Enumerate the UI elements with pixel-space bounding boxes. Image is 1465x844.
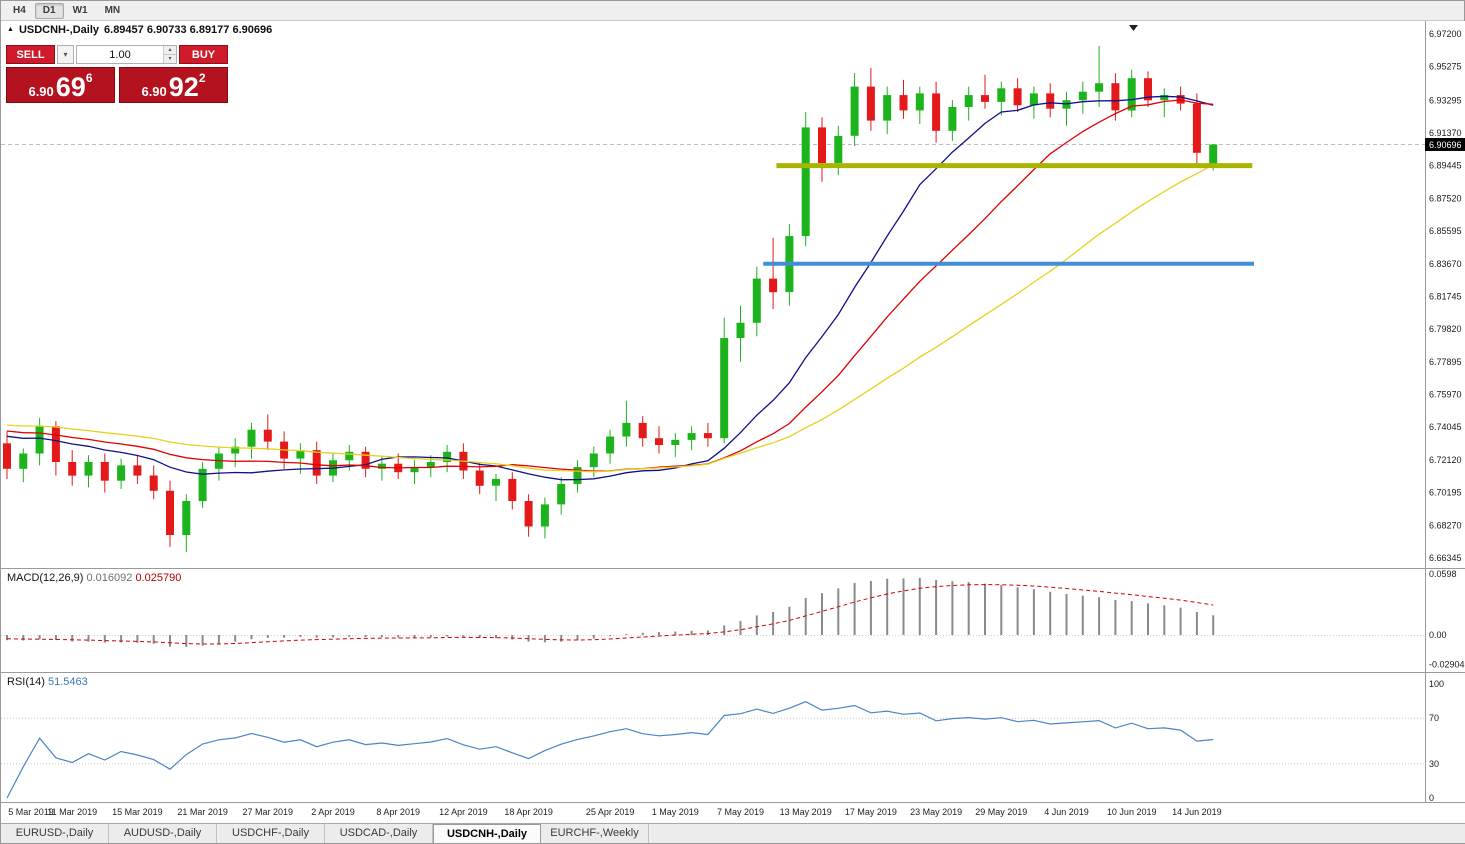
price-scale[interactable]: 6.97200 6.95275 6.93295 6.91370 6.89445 6.875… [1425, 21, 1465, 803]
rsi-name: RSI(14) [7, 676, 45, 688]
sell-button[interactable]: SELL [6, 45, 55, 64]
pane-separators[interactable] [1, 568, 1465, 803]
chart-symbol-label: USDCNH-,Daily [18, 24, 100, 36]
svg-text:6.81745: 6.81745 [1429, 292, 1462, 302]
chart-canvas[interactable]: 6.97200 6.95275 6.93295 6.91370 6.89445 6.875… [1, 21, 1465, 825]
one-click-trading-panel: SELL ▾ ▴ ▾ BUY 6.90 69 6 6.9 [6, 45, 228, 103]
macd-indicator-label: MACD(12,26,9) 0.016092 0.025790 [7, 572, 181, 584]
svg-text:14 Jun 2019: 14 Jun 2019 [1172, 807, 1222, 817]
svg-text:23 May 2019: 23 May 2019 [910, 807, 962, 817]
svg-text:6.87520: 6.87520 [1429, 193, 1462, 203]
volume-increase-button[interactable]: ▴ [164, 46, 176, 54]
buy-price-pip: 2 [198, 71, 206, 85]
svg-text:10 Jun 2019: 10 Jun 2019 [1107, 807, 1157, 817]
svg-text:30: 30 [1429, 759, 1439, 769]
svg-text:17 May 2019: 17 May 2019 [845, 807, 897, 817]
volume-stepper: ▴ ▾ [163, 46, 176, 63]
tab-audusd-daily[interactable]: AUDUSD-,Daily [109, 824, 217, 843]
macd-pane [1, 577, 1425, 647]
svg-text:6.74045: 6.74045 [1429, 422, 1462, 432]
svg-text:70: 70 [1429, 713, 1439, 723]
order-options-dropdown[interactable]: ▾ [57, 45, 74, 64]
svg-text:12 Apr 2019: 12 Apr 2019 [439, 807, 488, 817]
svg-text:-0.029049: -0.029049 [1429, 660, 1465, 670]
buy-price-tile[interactable]: 6.90 92 2 [119, 67, 228, 103]
buy-button[interactable]: BUY [179, 45, 228, 64]
chart-window[interactable]: 6.97200 6.95275 6.93295 6.91370 6.89445 6.875… [1, 21, 1465, 825]
timeframe-button-mn[interactable]: MN [97, 3, 129, 19]
svg-text:6.83670: 6.83670 [1429, 259, 1462, 269]
svg-text:6.68270: 6.68270 [1429, 520, 1462, 530]
tab-usdchf-daily[interactable]: USDCHF-,Daily [217, 824, 325, 843]
rsi-indicator-label: RSI(14) 51.5463 [7, 676, 88, 688]
chart-header: ▲ USDCNH-,Daily 6.89457 6.90733 6.89177 … [7, 24, 272, 36]
svg-text:21 Mar 2019: 21 Mar 2019 [177, 807, 228, 817]
svg-text:8 Apr 2019: 8 Apr 2019 [376, 807, 420, 817]
tab-eurusd-daily[interactable]: EURUSD-,Daily [1, 824, 109, 843]
svg-text:0.0598: 0.0598 [1429, 569, 1457, 579]
svg-text:6.97200: 6.97200 [1429, 29, 1462, 39]
tab-eurchf-weekly[interactable]: EURCHF-,Weekly [541, 824, 649, 843]
tab-usdcnh-daily[interactable]: USDCNH-,Daily [433, 824, 541, 843]
tab-usdcad-daily[interactable]: USDCAD-,Daily [325, 824, 433, 843]
svg-text:0: 0 [1429, 793, 1434, 803]
svg-text:25 Apr 2019: 25 Apr 2019 [586, 807, 635, 817]
svg-text:0.00: 0.00 [1429, 630, 1447, 640]
buy-price-main: 92 [168, 72, 199, 102]
svg-text:6.77895: 6.77895 [1429, 357, 1462, 367]
svg-text:7 May 2019: 7 May 2019 [717, 807, 764, 817]
svg-text:6.91370: 6.91370 [1429, 128, 1462, 138]
bid-price-badge: 6.90696 [1425, 138, 1465, 151]
svg-text:6.90696: 6.90696 [1429, 140, 1462, 150]
sell-price-prefix: 6.90 [28, 84, 54, 99]
chevron-down-icon: ▾ [63, 50, 68, 59]
autoscroll-marker-icon[interactable] [1129, 25, 1138, 31]
svg-text:6.85595: 6.85595 [1429, 226, 1462, 236]
svg-text:6.72120: 6.72120 [1429, 455, 1462, 465]
svg-text:6.79820: 6.79820 [1429, 324, 1462, 334]
macd-signal-value: 0.025790 [135, 572, 182, 584]
svg-text:6.66345: 6.66345 [1429, 553, 1462, 563]
buy-price-prefix: 6.90 [141, 84, 167, 99]
svg-text:27 Mar 2019: 27 Mar 2019 [243, 807, 294, 817]
sell-price-pip: 6 [85, 71, 93, 85]
svg-text:18 Apr 2019: 18 Apr 2019 [504, 807, 553, 817]
rsi-pane [1, 701, 1425, 799]
collapse-arrow-icon[interactable]: ▲ [7, 25, 14, 33]
svg-text:1 May 2019: 1 May 2019 [652, 807, 699, 817]
rsi-value: 51.5463 [47, 676, 88, 688]
volume-input[interactable] [77, 46, 163, 63]
macd-name: MACD(12,26,9) [7, 572, 84, 584]
sell-price-tile[interactable]: 6.90 69 6 [6, 67, 115, 103]
svg-text:6.95275: 6.95275 [1429, 62, 1462, 72]
volume-field: ▴ ▾ [76, 45, 177, 64]
svg-text:5 Mar 2019: 5 Mar 2019 [8, 807, 54, 817]
svg-text:11 Mar 2019: 11 Mar 2019 [47, 807, 97, 817]
timeframe-button-d1[interactable]: D1 [34, 2, 64, 19]
timeframe-button-h4[interactable]: H4 [5, 3, 34, 19]
svg-text:15 Mar 2019: 15 Mar 2019 [112, 807, 163, 817]
moving-average-lines [6, 95, 1214, 481]
timeframe-button-w1[interactable]: W1 [65, 3, 96, 19]
svg-text:6.89445: 6.89445 [1429, 161, 1462, 171]
svg-text:4 Jun 2019: 4 Jun 2019 [1044, 807, 1089, 817]
timeframe-toolbar: H4 D1 W1 MN [1, 1, 1464, 21]
svg-text:6.70195: 6.70195 [1429, 488, 1462, 498]
volume-decrease-button[interactable]: ▾ [164, 54, 176, 63]
svg-text:100: 100 [1429, 679, 1444, 689]
svg-text:13 May 2019: 13 May 2019 [780, 807, 832, 817]
svg-text:29 May 2019: 29 May 2019 [975, 807, 1027, 817]
sell-price-main: 69 [55, 72, 86, 102]
chart-ohlc-values: 6.89457 6.90733 6.89177 6.90696 [104, 24, 273, 36]
svg-text:6.93295: 6.93295 [1429, 95, 1462, 105]
macd-main-value: 0.016092 [86, 572, 133, 584]
document-tabbar: EURUSD-,Daily AUDUSD-,Daily USDCHF-,Daily U… [1, 823, 1465, 843]
svg-text:2 Apr 2019: 2 Apr 2019 [311, 807, 355, 817]
svg-text:6.75970: 6.75970 [1429, 390, 1462, 400]
